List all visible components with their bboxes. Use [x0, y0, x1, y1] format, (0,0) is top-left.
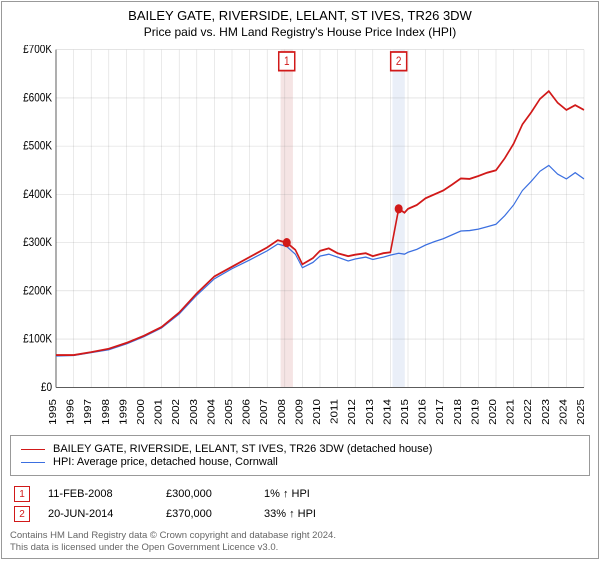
sale-marker-box: 2: [14, 506, 30, 522]
attribution-footer: Contains HM Land Registry data © Crown c…: [10, 530, 590, 554]
svg-text:2020: 2020: [488, 399, 499, 425]
svg-text:£400K: £400K: [23, 188, 53, 201]
svg-text:2005: 2005: [224, 399, 235, 425]
legend-label-property: BAILEY GATE, RIVERSIDE, LELANT, ST IVES,…: [53, 443, 432, 455]
svg-text:2: 2: [396, 55, 402, 68]
footer-line1: Contains HM Land Registry data © Crown c…: [10, 530, 590, 542]
sale-date: 20-JUN-2014: [48, 508, 148, 520]
svg-text:2000: 2000: [136, 399, 147, 425]
svg-text:1: 1: [284, 55, 290, 68]
svg-text:2013: 2013: [365, 399, 376, 425]
svg-text:1997: 1997: [83, 399, 94, 425]
svg-text:£100K: £100K: [23, 333, 53, 346]
svg-text:2018: 2018: [453, 399, 464, 425]
svg-text:2010: 2010: [312, 399, 323, 425]
footer-line2: This data is licensed under the Open Gov…: [10, 542, 590, 554]
legend-row-hpi: HPI: Average price, detached house, Corn…: [21, 456, 579, 468]
svg-text:2008: 2008: [277, 399, 288, 425]
chart-title-address: BAILEY GATE, RIVERSIDE, LELANT, ST IVES,…: [10, 8, 590, 23]
svg-text:2016: 2016: [417, 399, 428, 425]
svg-text:£0: £0: [41, 381, 52, 394]
sale-price: £370,000: [166, 508, 246, 520]
chart-area: £0 £100K £200K £300K £400K £500K £600K £700K 199…: [10, 45, 590, 429]
svg-text:£200K: £200K: [23, 285, 53, 298]
chart-footer-block: BAILEY GATE, RIVERSIDE, LELANT, ST IVES,…: [10, 435, 590, 554]
chart-subtitle: Price paid vs. HM Land Registry's House …: [10, 25, 590, 39]
legend-label-hpi: HPI: Average price, detached house, Corn…: [53, 456, 278, 468]
chart-svg: £0 £100K £200K £300K £400K £500K £600K £700K 199…: [10, 45, 590, 429]
legend-row-property: BAILEY GATE, RIVERSIDE, LELANT, ST IVES,…: [21, 443, 579, 455]
sales-row: 2 20-JUN-2014 £370,000 33% ↑ HPI: [10, 504, 590, 524]
svg-text:2022: 2022: [523, 399, 534, 425]
sale-marker-box: 1: [14, 486, 30, 502]
svg-text:2002: 2002: [171, 399, 182, 425]
chart-card: BAILEY GATE, RIVERSIDE, LELANT, ST IVES,…: [1, 1, 599, 559]
svg-text:£700K: £700K: [23, 45, 53, 56]
legend-swatch-hpi: [21, 462, 45, 463]
sale-pct: 1% ↑ HPI: [264, 488, 586, 500]
legend-box: BAILEY GATE, RIVERSIDE, LELANT, ST IVES,…: [10, 435, 590, 476]
svg-text:2007: 2007: [259, 399, 270, 425]
title-block: BAILEY GATE, RIVERSIDE, LELANT, ST IVES,…: [10, 8, 590, 39]
sales-table: 1 11-FEB-2008 £300,000 1% ↑ HPI 2 20-JUN-2014…: [10, 484, 590, 524]
sale-pct: 33% ↑ HPI: [264, 508, 586, 520]
svg-text:2015: 2015: [400, 399, 411, 425]
svg-text:2017: 2017: [435, 399, 446, 425]
svg-text:2023: 2023: [541, 399, 552, 425]
sale-date: 11-FEB-2008: [48, 488, 148, 500]
svg-text:2006: 2006: [241, 399, 252, 425]
sale-price: £300,000: [166, 488, 246, 500]
svg-text:1999: 1999: [118, 399, 129, 425]
svg-text:2004: 2004: [206, 399, 217, 425]
svg-text:2003: 2003: [189, 399, 200, 425]
svg-text:£600K: £600K: [23, 92, 53, 105]
svg-text:1995: 1995: [48, 399, 59, 425]
svg-text:2009: 2009: [294, 399, 305, 425]
legend-swatch-property: [21, 449, 45, 450]
svg-text:2019: 2019: [470, 399, 481, 425]
svg-text:2021: 2021: [505, 399, 516, 425]
sales-row: 1 11-FEB-2008 £300,000 1% ↑ HPI: [10, 484, 590, 504]
svg-text:2025: 2025: [576, 399, 587, 425]
svg-text:2011: 2011: [329, 399, 340, 424]
svg-text:2012: 2012: [347, 399, 358, 425]
svg-text:1998: 1998: [101, 399, 112, 425]
svg-text:2014: 2014: [382, 399, 393, 425]
svg-text:2001: 2001: [153, 399, 164, 425]
svg-text:1996: 1996: [65, 399, 76, 425]
svg-text:£500K: £500K: [23, 140, 53, 153]
svg-text:£300K: £300K: [23, 236, 53, 249]
svg-text:2024: 2024: [558, 399, 569, 425]
